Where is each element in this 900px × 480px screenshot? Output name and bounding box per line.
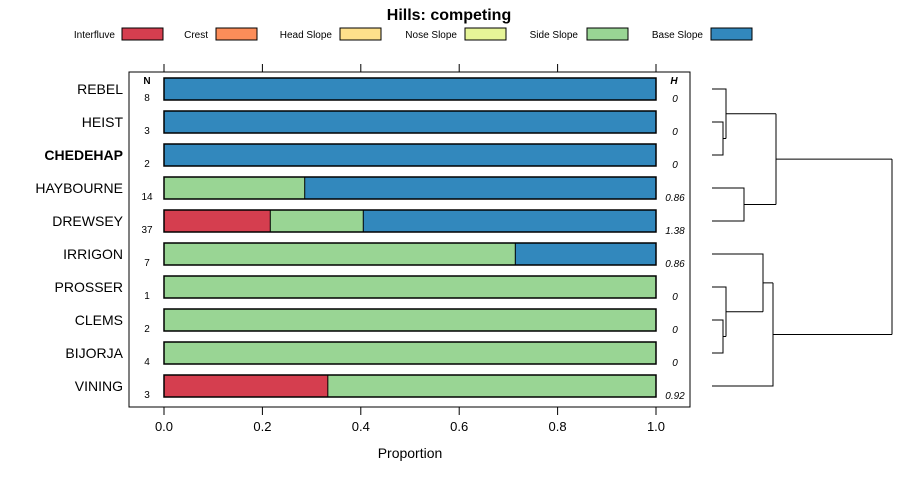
n-value: 14 (141, 192, 153, 203)
bar-segment (363, 210, 656, 232)
dendrogram (712, 88, 893, 387)
legend: Interfluve Crest Head Slope Nose Slope Side … (74, 27, 753, 41)
h-value: 0.92 (665, 391, 685, 402)
category-label: CLEMS (75, 312, 123, 328)
h-value: 0 (672, 325, 678, 336)
bar-segment (164, 111, 656, 133)
legend-swatch (586, 27, 629, 41)
dendrogram-branch (712, 286, 727, 337)
bar-outline (163, 308, 657, 332)
legend-label: Side Slope (530, 30, 579, 41)
h-value: 0.86 (665, 193, 685, 204)
n-value: 2 (144, 159, 150, 170)
category-label: REBEL (77, 81, 123, 97)
x-axis: 0.0 0.2 0.4 0.6 0.8 1.0 (155, 407, 665, 434)
h-value: 0 (672, 94, 678, 105)
bar-segment (164, 243, 516, 265)
bar-segment (515, 243, 656, 265)
x-tick-label: 0.0 (155, 419, 173, 434)
bar-outline (163, 176, 657, 200)
bar-segment (304, 177, 656, 199)
category-label: IRRIGON (63, 246, 123, 262)
category-label: BIJORJA (65, 345, 123, 361)
top-axis-ticks (163, 64, 657, 72)
dendrogram-branch (712, 187, 745, 222)
dendrogram-branch (712, 121, 724, 156)
bar-segment (164, 342, 656, 364)
h-value: 0 (672, 358, 678, 369)
h-value: 0 (672, 160, 678, 171)
bar-outline (163, 242, 657, 266)
x-tick-label: 0.8 (549, 419, 567, 434)
category-label: CHEDEHAP (44, 147, 123, 163)
h-value: 0 (672, 127, 678, 138)
x-axis-label: Proportion (378, 445, 443, 461)
legend-label: Nose Slope (405, 30, 457, 41)
bar-outline (163, 110, 657, 134)
category-label: DREWSEY (52, 213, 123, 229)
bar-outline (163, 341, 657, 365)
category-label: VINING (75, 378, 123, 394)
dendrogram-branch (712, 253, 764, 312)
bar-outline (163, 275, 657, 299)
n-value: 8 (144, 93, 150, 104)
h-value: 0 (672, 292, 678, 303)
n-value: 7 (144, 258, 150, 269)
chart-title: Hills: competing (387, 7, 511, 24)
n-value: 4 (144, 357, 150, 368)
legend-label: Head Slope (280, 30, 333, 41)
dendrogram-branch (712, 282, 774, 387)
n-value: 37 (141, 225, 153, 236)
legend-swatch (339, 27, 382, 41)
category-label: HAYBOURNE (35, 180, 123, 196)
dendrogram-branch (712, 319, 724, 354)
n-value: 3 (144, 126, 150, 137)
n-value: 2 (144, 324, 150, 335)
n-value: 1 (144, 291, 150, 302)
dendrogram-branch (712, 88, 727, 139)
bar-outline (163, 209, 657, 233)
bar-segment (164, 78, 656, 100)
legend-swatch (215, 27, 258, 41)
bar-outline (163, 77, 657, 101)
x-tick-label: 0.6 (450, 419, 468, 434)
bar-outline (163, 143, 657, 167)
bar-segment (164, 177, 305, 199)
legend-label: Crest (184, 30, 208, 41)
bar-segment (164, 144, 656, 166)
bar-segment (270, 210, 364, 232)
n-column-header: N (143, 76, 150, 87)
bar-outline (163, 374, 657, 398)
legend-label: Interfluve (74, 30, 116, 41)
legend-swatch (710, 27, 753, 41)
legend-swatch (121, 27, 164, 41)
x-tick-label: 1.0 (647, 419, 665, 434)
bar-segment (164, 276, 656, 298)
legend-swatch (464, 27, 507, 41)
n-value: 3 (144, 390, 150, 401)
h-column-header: H (670, 76, 678, 87)
legend-label: Base Slope (652, 30, 704, 41)
bar-segment (164, 309, 656, 331)
bar-segment (164, 375, 328, 397)
h-value: 0.86 (665, 259, 685, 270)
bar-segment (327, 375, 656, 397)
category-label: PROSSER (55, 279, 123, 295)
category-label: HEIST (82, 114, 124, 130)
x-tick-label: 0.4 (352, 419, 370, 434)
x-tick-label: 0.2 (253, 419, 271, 434)
plot-frame (128, 71, 691, 408)
bar-segment (164, 210, 271, 232)
h-value: 1.38 (665, 226, 685, 237)
